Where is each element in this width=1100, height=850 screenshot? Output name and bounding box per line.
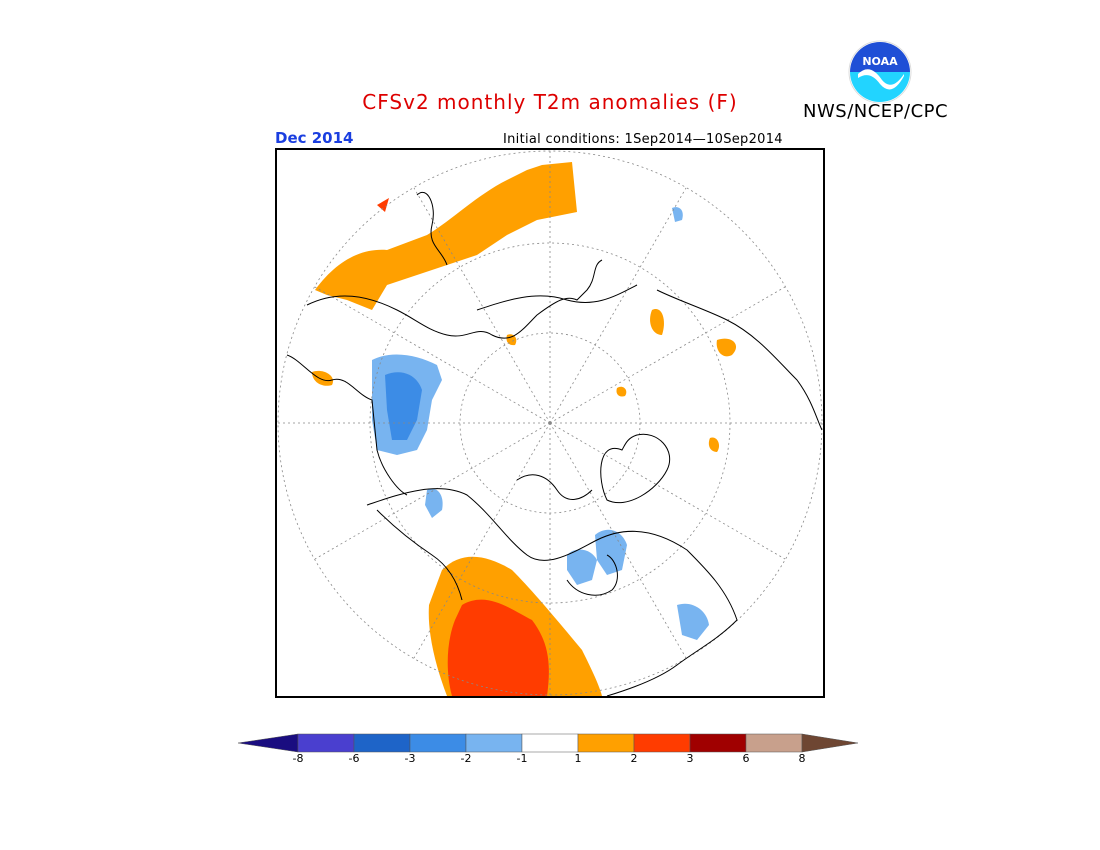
noaa-logo: NOAA — [848, 40, 912, 104]
coastline-europe — [306, 259, 603, 339]
anomaly-patch-canada-cool — [567, 549, 597, 585]
map-panel — [275, 148, 825, 698]
anomaly-patch-quebec-cool — [677, 603, 709, 640]
colorbar — [238, 733, 859, 753]
colorbar-tick: -6 — [348, 752, 360, 765]
anomaly-patch-hudson-cool — [595, 529, 627, 575]
anomaly-patch-small-2 — [650, 309, 664, 335]
colorbar-arrow-low — [238, 733, 299, 753]
anomaly-patch-small-6 — [506, 334, 517, 346]
meridian-line — [549, 187, 687, 424]
anomaly-patch-small-3 — [312, 370, 333, 386]
colorbar-tick: 8 — [798, 752, 806, 765]
anomaly-patch-europe-warm — [315, 162, 577, 310]
colorbar-tick: -2 — [460, 752, 472, 765]
anomaly-patch-arctic-cool — [672, 207, 683, 222]
initial-conditions: Initial conditions: 1Sep2014—10Sep2014 — [503, 132, 783, 147]
colorbar-cell — [633, 733, 691, 753]
coastline-asia — [286, 354, 408, 496]
colorbar-tick: -3 — [404, 752, 416, 765]
svg-text:NOAA: NOAA — [862, 55, 898, 68]
meridian-line — [549, 422, 786, 560]
agency-label: NWS/NCEP/CPC — [803, 101, 949, 122]
colorbar-tick: -1 — [516, 752, 528, 765]
coastline-hudson-bay — [566, 554, 618, 596]
anomaly-patch-alaska-cool — [425, 488, 443, 518]
colorbar-tick: 6 — [742, 752, 750, 765]
coastline-scandinavia — [416, 192, 448, 266]
colorbar-cell — [409, 733, 467, 753]
meridian-line — [314, 422, 551, 560]
meridian-line — [314, 286, 551, 424]
colorbar-cell — [297, 733, 355, 753]
anomaly-patch-west-us-hot — [447, 599, 549, 696]
graticule — [277, 150, 823, 696]
coastlines — [286, 192, 823, 696]
coastline-arctic-islands — [516, 474, 593, 500]
colorbar-cell — [465, 733, 523, 753]
anomaly-patch-northeast-warm — [377, 198, 389, 212]
coastline-greenland — [600, 433, 671, 504]
colorbar-tick: -8 — [292, 752, 304, 765]
colorbar-tick: 1 — [574, 752, 582, 765]
meridian-line — [549, 286, 786, 424]
forecast-month: Dec 2014 — [275, 129, 354, 147]
colorbar-cell — [689, 733, 747, 753]
coastline-east-asia — [656, 289, 823, 431]
meridian-line — [413, 422, 551, 659]
colorbar-tick: 3 — [686, 752, 694, 765]
anomaly-patch-small-4 — [708, 437, 720, 452]
colorbar-ticks: -8 -6 -3 -2 -1 1 2 3 6 8 — [238, 752, 862, 768]
colorbar-cell — [745, 733, 803, 753]
anomaly-patch-small-5 — [616, 386, 627, 397]
meridian-line — [549, 422, 687, 659]
positive-anomaly-patches — [312, 162, 737, 696]
coastline-alaska — [376, 509, 463, 601]
meridian-line — [413, 187, 551, 424]
chart-title: CFSv2 monthly T2m anomalies (F) — [362, 90, 738, 114]
coastline-north-america — [366, 488, 738, 696]
colorbar-cell — [577, 733, 635, 753]
polar-map — [277, 150, 823, 696]
colorbar-tick: 2 — [630, 752, 638, 765]
negative-anomaly-patches — [372, 207, 709, 640]
coastline-eurasia-north — [476, 284, 638, 311]
anomaly-patch-small-1 — [716, 338, 737, 357]
colorbar-arrow-high — [801, 733, 859, 753]
colorbar-cell — [521, 733, 579, 753]
colorbar-cell — [353, 733, 411, 753]
